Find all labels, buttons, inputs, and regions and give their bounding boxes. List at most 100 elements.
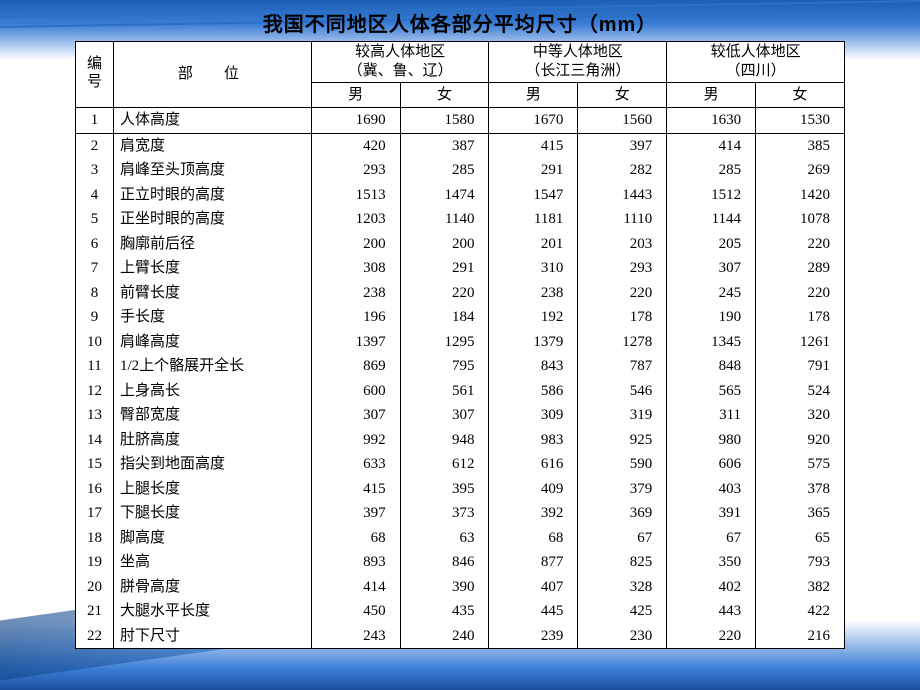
- row-value: 307: [400, 403, 489, 428]
- row-value: 825: [578, 550, 667, 575]
- row-value: 240: [400, 624, 489, 649]
- row-number: 21: [76, 599, 114, 624]
- row-value: 992: [311, 428, 400, 453]
- row-value: 415: [311, 477, 400, 502]
- row-part: 上臂长度: [113, 256, 311, 281]
- row-value: 415: [489, 133, 578, 158]
- row-value: 293: [578, 256, 667, 281]
- region-header-0: 较高人体地区 （冀、鲁、辽）: [311, 42, 489, 83]
- row-value: 379: [578, 477, 667, 502]
- row-value: 948: [400, 428, 489, 453]
- row-value: 1443: [578, 183, 667, 208]
- row-value: 793: [756, 550, 845, 575]
- row-value: 1474: [400, 183, 489, 208]
- row-part: 下腿长度: [113, 501, 311, 526]
- page-title: 我国不同地区人体各部分平均尺寸（mm）: [0, 0, 920, 37]
- row-part: 肚脐高度: [113, 428, 311, 453]
- row-value: 633: [311, 452, 400, 477]
- row-value: 310: [489, 256, 578, 281]
- row-value: 1144: [667, 207, 756, 232]
- row-value: 319: [578, 403, 667, 428]
- row-value: 414: [311, 575, 400, 600]
- row-number: 17: [76, 501, 114, 526]
- row-part: 手长度: [113, 305, 311, 330]
- row-value: 392: [489, 501, 578, 526]
- row-value: 203: [578, 232, 667, 257]
- row-value: 397: [578, 133, 667, 158]
- row-value: 565: [667, 379, 756, 404]
- row-value: 390: [400, 575, 489, 600]
- row-value: 67: [667, 526, 756, 551]
- region-sub-2: （四川）: [673, 62, 838, 81]
- table-row: 7上臂长度308291310293307289: [76, 256, 845, 281]
- row-value: 307: [667, 256, 756, 281]
- table-row: 13臀部宽度307307309319311320: [76, 403, 845, 428]
- table-row: 1人体高度169015801670156016301530: [76, 108, 845, 134]
- table-row: 16上腿长度415395409379403378: [76, 477, 845, 502]
- region-sub-1: （长江三角洲）: [495, 62, 660, 81]
- col-header-part: 部 位: [113, 42, 311, 108]
- row-value: 291: [489, 158, 578, 183]
- row-part: 胸廓前后径: [113, 232, 311, 257]
- row-value: 1670: [489, 108, 578, 134]
- table-row: 21大腿水平长度450435445425443422: [76, 599, 845, 624]
- row-number: 9: [76, 305, 114, 330]
- region-name-0: 较高人体地区: [318, 43, 483, 62]
- row-value: 184: [400, 305, 489, 330]
- row-value: 425: [578, 599, 667, 624]
- row-value: 391: [667, 501, 756, 526]
- table-row: 111/2上个骼展开全长869795843787848791: [76, 354, 845, 379]
- row-value: 369: [578, 501, 667, 526]
- row-number: 16: [76, 477, 114, 502]
- table-row: 18脚高度686368676765: [76, 526, 845, 551]
- row-number: 7: [76, 256, 114, 281]
- row-value: 350: [667, 550, 756, 575]
- table-row: 4正立时眼的高度151314741547144315121420: [76, 183, 845, 208]
- row-value: 1560: [578, 108, 667, 134]
- row-value: 216: [756, 624, 845, 649]
- table-row: 5正坐时眼的高度120311401181111011441078: [76, 207, 845, 232]
- col-header-male-2: 男: [667, 82, 756, 108]
- row-value: 791: [756, 354, 845, 379]
- row-number: 13: [76, 403, 114, 428]
- row-value: 220: [756, 281, 845, 306]
- row-part: 上身高长: [113, 379, 311, 404]
- table-row: 17下腿长度397373392369391365: [76, 501, 845, 526]
- row-value: 1110: [578, 207, 667, 232]
- row-value: 178: [756, 305, 845, 330]
- row-number: 19: [76, 550, 114, 575]
- row-value: 1547: [489, 183, 578, 208]
- row-value: 787: [578, 354, 667, 379]
- row-value: 450: [311, 599, 400, 624]
- row-value: 846: [400, 550, 489, 575]
- row-number: 5: [76, 207, 114, 232]
- row-number: 3: [76, 158, 114, 183]
- row-part: 大腿水平长度: [113, 599, 311, 624]
- row-value: 1181: [489, 207, 578, 232]
- row-value: 243: [311, 624, 400, 649]
- row-value: 1580: [400, 108, 489, 134]
- row-value: 245: [667, 281, 756, 306]
- row-value: 1530: [756, 108, 845, 134]
- row-value: 422: [756, 599, 845, 624]
- row-value: 848: [667, 354, 756, 379]
- row-value: 445: [489, 599, 578, 624]
- row-value: 612: [400, 452, 489, 477]
- row-value: 1261: [756, 330, 845, 355]
- row-value: 220: [667, 624, 756, 649]
- row-value: 1513: [311, 183, 400, 208]
- row-value: 67: [578, 526, 667, 551]
- row-part: 肩峰高度: [113, 330, 311, 355]
- row-number: 4: [76, 183, 114, 208]
- row-value: 220: [400, 281, 489, 306]
- row-number: 2: [76, 133, 114, 158]
- row-part: 胼骨高度: [113, 575, 311, 600]
- row-value: 925: [578, 428, 667, 453]
- row-part: 坐高: [113, 550, 311, 575]
- row-value: 524: [756, 379, 845, 404]
- row-number: 12: [76, 379, 114, 404]
- row-value: 220: [756, 232, 845, 257]
- table-row: 8前臂长度238220238220245220: [76, 281, 845, 306]
- row-value: 238: [311, 281, 400, 306]
- table-row: 15指尖到地面高度633612616590606575: [76, 452, 845, 477]
